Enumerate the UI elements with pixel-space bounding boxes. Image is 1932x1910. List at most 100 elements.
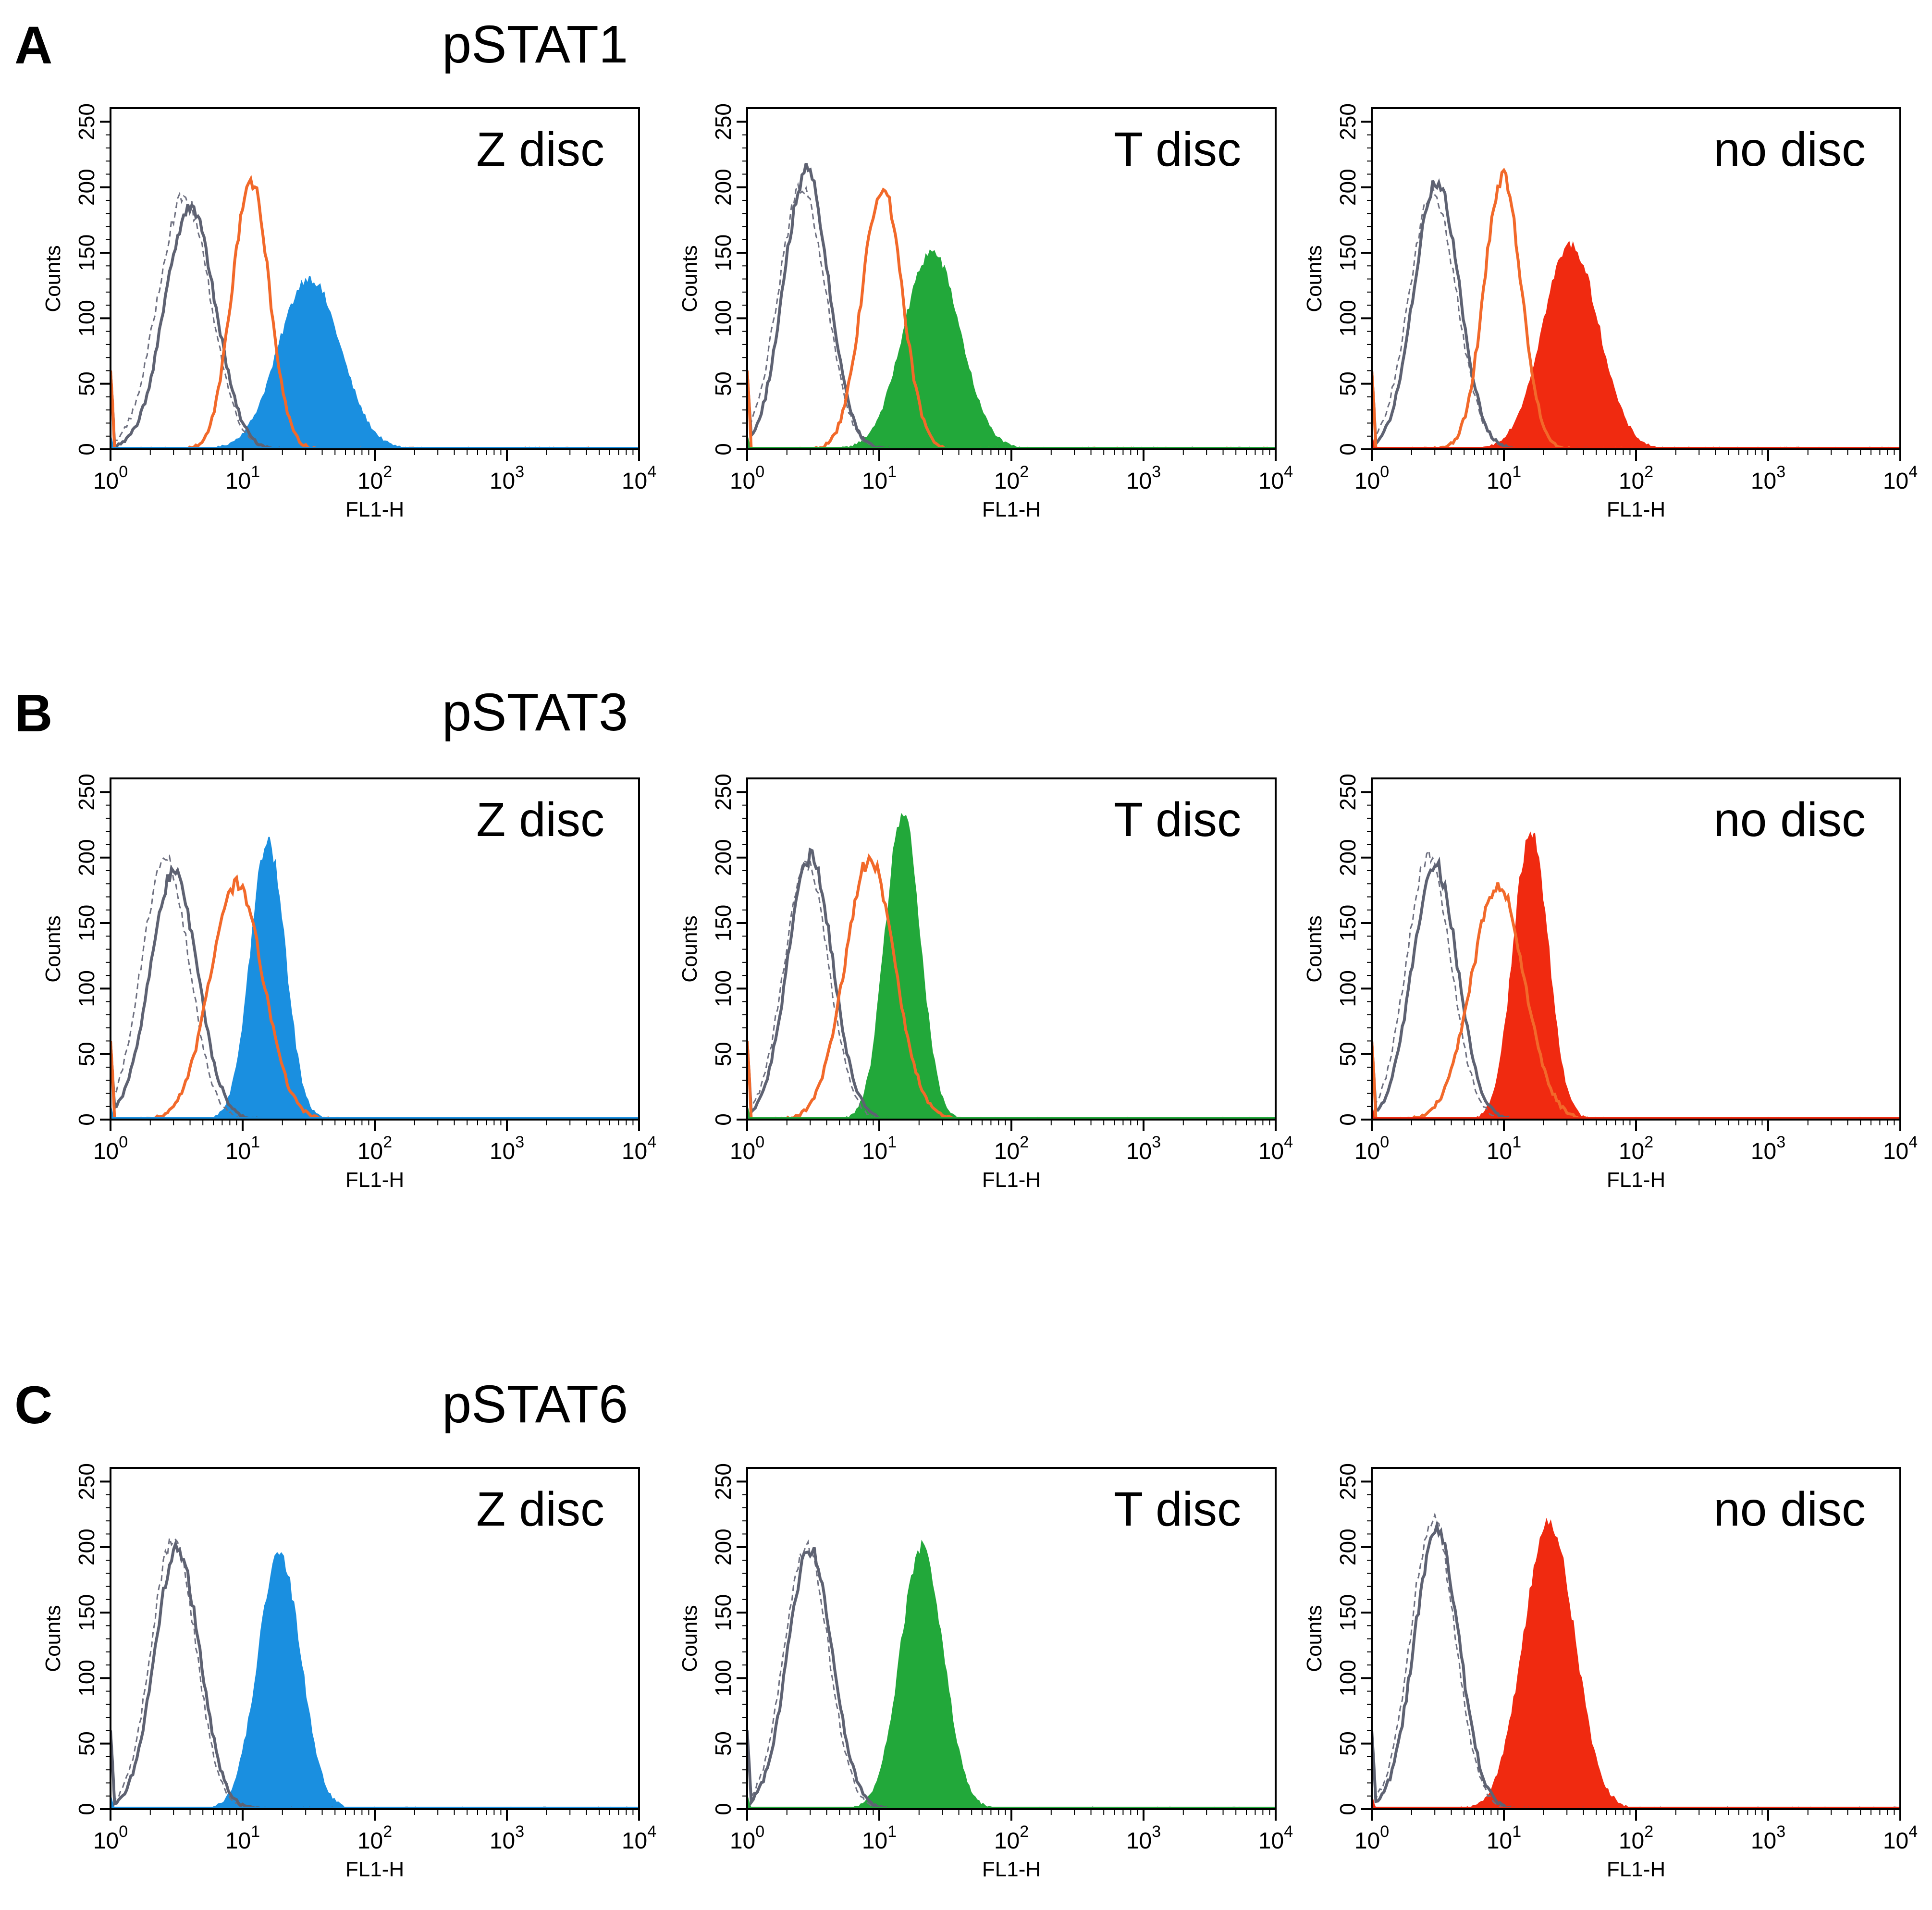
x-tick-label: 100 bbox=[93, 463, 128, 494]
series-unstained bbox=[1372, 185, 1900, 449]
y-axis: 0 50 100 150 200 250 Counts bbox=[1303, 774, 1372, 1126]
y-axis-label: Counts bbox=[41, 1605, 65, 1672]
x-tick-label: 100 bbox=[1354, 463, 1389, 494]
histogram-pstat3-t-disc: 0 50 100 150 200 250 Counts 100 101 102 103 104 FL1-… bbox=[678, 774, 1293, 1192]
y-tick-label: 0 bbox=[711, 443, 736, 456]
y-tick-label: 100 bbox=[1335, 300, 1360, 337]
y-tick-label: 150 bbox=[711, 1594, 736, 1631]
series-unstained bbox=[1372, 1512, 1900, 1809]
y-tick-label: 0 bbox=[74, 1803, 99, 1815]
x-tick-label: 100 bbox=[93, 1823, 128, 1854]
series-group bbox=[1372, 1512, 1900, 1809]
y-tick-label: 200 bbox=[74, 169, 99, 206]
panel-label-no-disc: no disc bbox=[1713, 1482, 1866, 1536]
y-tick-label: 0 bbox=[74, 443, 99, 456]
series-unstained bbox=[111, 191, 639, 449]
x-tick-label: 101 bbox=[862, 1133, 897, 1164]
y-tick-label: 50 bbox=[74, 1731, 99, 1756]
x-tick-label: 101 bbox=[225, 1133, 260, 1164]
x-axis-label: FL1-H bbox=[1607, 1168, 1665, 1192]
y-tick-label: 50 bbox=[711, 371, 736, 396]
x-axis-label: FL1-H bbox=[1607, 498, 1665, 521]
x-axis: 100 101 102 103 104 FL1-H bbox=[730, 1809, 1293, 1881]
x-axis: 100 101 102 103 104 FL1-H bbox=[93, 449, 656, 521]
panel-label-z-disc: Z disc bbox=[476, 1482, 604, 1536]
x-axis: 100 101 102 103 104 FL1-H bbox=[730, 1120, 1293, 1192]
x-tick-label: 103 bbox=[1751, 1133, 1785, 1164]
series-isotype bbox=[111, 1539, 639, 1809]
x-tick-label: 104 bbox=[1883, 1823, 1918, 1854]
x-tick-label: 104 bbox=[622, 463, 656, 494]
x-tick-label: 100 bbox=[1354, 1133, 1389, 1164]
x-tick-label: 100 bbox=[730, 463, 764, 494]
x-axis-label: FL1-H bbox=[982, 1168, 1041, 1192]
y-tick-label: 150 bbox=[74, 1594, 99, 1631]
y-tick-label: 100 bbox=[711, 300, 736, 337]
y-tick-label: 250 bbox=[711, 1463, 736, 1500]
y-tick-label: 50 bbox=[74, 371, 99, 396]
x-axis: 100 101 102 103 104 FL1-H bbox=[93, 1120, 656, 1192]
x-tick-label: 103 bbox=[1751, 1823, 1785, 1854]
y-tick-label: 250 bbox=[74, 1463, 99, 1500]
x-tick-label: 104 bbox=[1258, 1823, 1293, 1854]
y-tick-label: 50 bbox=[1335, 1731, 1360, 1756]
y-tick-label: 250 bbox=[711, 103, 736, 140]
y-tick-label: 250 bbox=[1335, 1463, 1360, 1500]
y-axis: 0 50 100 150 200 250 Counts bbox=[678, 103, 747, 456]
row-title-pstat3: pSTAT3 bbox=[442, 683, 628, 742]
x-tick-label: 104 bbox=[1883, 463, 1918, 494]
x-axis-label: FL1-H bbox=[982, 1858, 1041, 1881]
series-stimulated bbox=[747, 249, 1276, 449]
series-unstained bbox=[747, 860, 1276, 1120]
panel-label-t-disc: T disc bbox=[1114, 1482, 1241, 1536]
series-group bbox=[1372, 168, 1900, 449]
x-axis: 100 101 102 103 104 FL1-H bbox=[730, 449, 1293, 521]
y-axis-label: Counts bbox=[1303, 245, 1326, 312]
row-title-pstat6: pSTAT6 bbox=[442, 1375, 628, 1434]
x-tick-label: 102 bbox=[994, 1133, 1029, 1164]
plot-area bbox=[1371, 777, 1901, 1121]
row-title-pstat1: pSTAT1 bbox=[442, 15, 628, 74]
panel-letter-b: B bbox=[14, 684, 53, 743]
y-tick-label: 50 bbox=[1335, 371, 1360, 396]
x-tick-label: 101 bbox=[1487, 463, 1521, 494]
series-stimulated bbox=[1372, 240, 1900, 449]
x-tick-label: 103 bbox=[1126, 463, 1161, 494]
x-tick-label: 104 bbox=[1258, 463, 1293, 494]
y-tick-label: 0 bbox=[711, 1803, 736, 1815]
y-tick-label: 150 bbox=[1335, 905, 1360, 942]
series-stimulated bbox=[1372, 831, 1900, 1120]
x-axis-label: FL1-H bbox=[345, 1168, 404, 1192]
y-tick-label: 200 bbox=[1335, 1528, 1360, 1565]
y-tick-label: 250 bbox=[74, 103, 99, 140]
series-unstained bbox=[747, 182, 1276, 449]
y-tick-label: 150 bbox=[711, 234, 736, 271]
x-tick-label: 101 bbox=[225, 463, 260, 494]
y-tick-label: 50 bbox=[711, 1042, 736, 1066]
x-tick-label: 104 bbox=[1258, 1133, 1293, 1164]
y-tick-label: 250 bbox=[1335, 103, 1360, 140]
y-axis-label: Counts bbox=[678, 1605, 701, 1672]
x-axis: 100 101 102 103 104 FL1-H bbox=[1354, 1809, 1918, 1881]
series-stimulated bbox=[747, 813, 1276, 1120]
x-tick-label: 104 bbox=[622, 1133, 656, 1164]
y-tick-label: 0 bbox=[711, 1113, 736, 1126]
series-group bbox=[747, 813, 1276, 1120]
y-tick-label: 50 bbox=[1335, 1042, 1360, 1066]
y-tick-label: 150 bbox=[1335, 1594, 1360, 1631]
y-tick-label: 0 bbox=[1335, 1113, 1360, 1126]
y-axis-label: Counts bbox=[678, 245, 701, 312]
series-isotype bbox=[1372, 856, 1900, 1120]
y-axis: 0 50 100 150 200 250 Counts bbox=[41, 103, 111, 456]
y-tick-label: 250 bbox=[74, 774, 99, 811]
x-axis: 100 101 102 103 104 FL1-H bbox=[1354, 449, 1918, 521]
series-isotype bbox=[1372, 178, 1900, 449]
y-tick-label: 100 bbox=[74, 970, 99, 1007]
x-tick-label: 102 bbox=[357, 463, 392, 494]
histogram-pstat1-z-disc: 0 50 100 150 200 250 Counts 100 101 102 103 104 FL1-… bbox=[41, 103, 656, 521]
x-tick-label: 104 bbox=[622, 1823, 656, 1854]
y-tick-label: 0 bbox=[1335, 1803, 1360, 1815]
x-tick-label: 102 bbox=[1619, 1823, 1653, 1854]
histogram-pstat3-no-disc: 0 50 100 150 200 250 Counts 100 101 102 103 104 FL1-… bbox=[1303, 774, 1918, 1192]
x-axis: 100 101 102 103 104 FL1-H bbox=[1354, 1120, 1918, 1192]
